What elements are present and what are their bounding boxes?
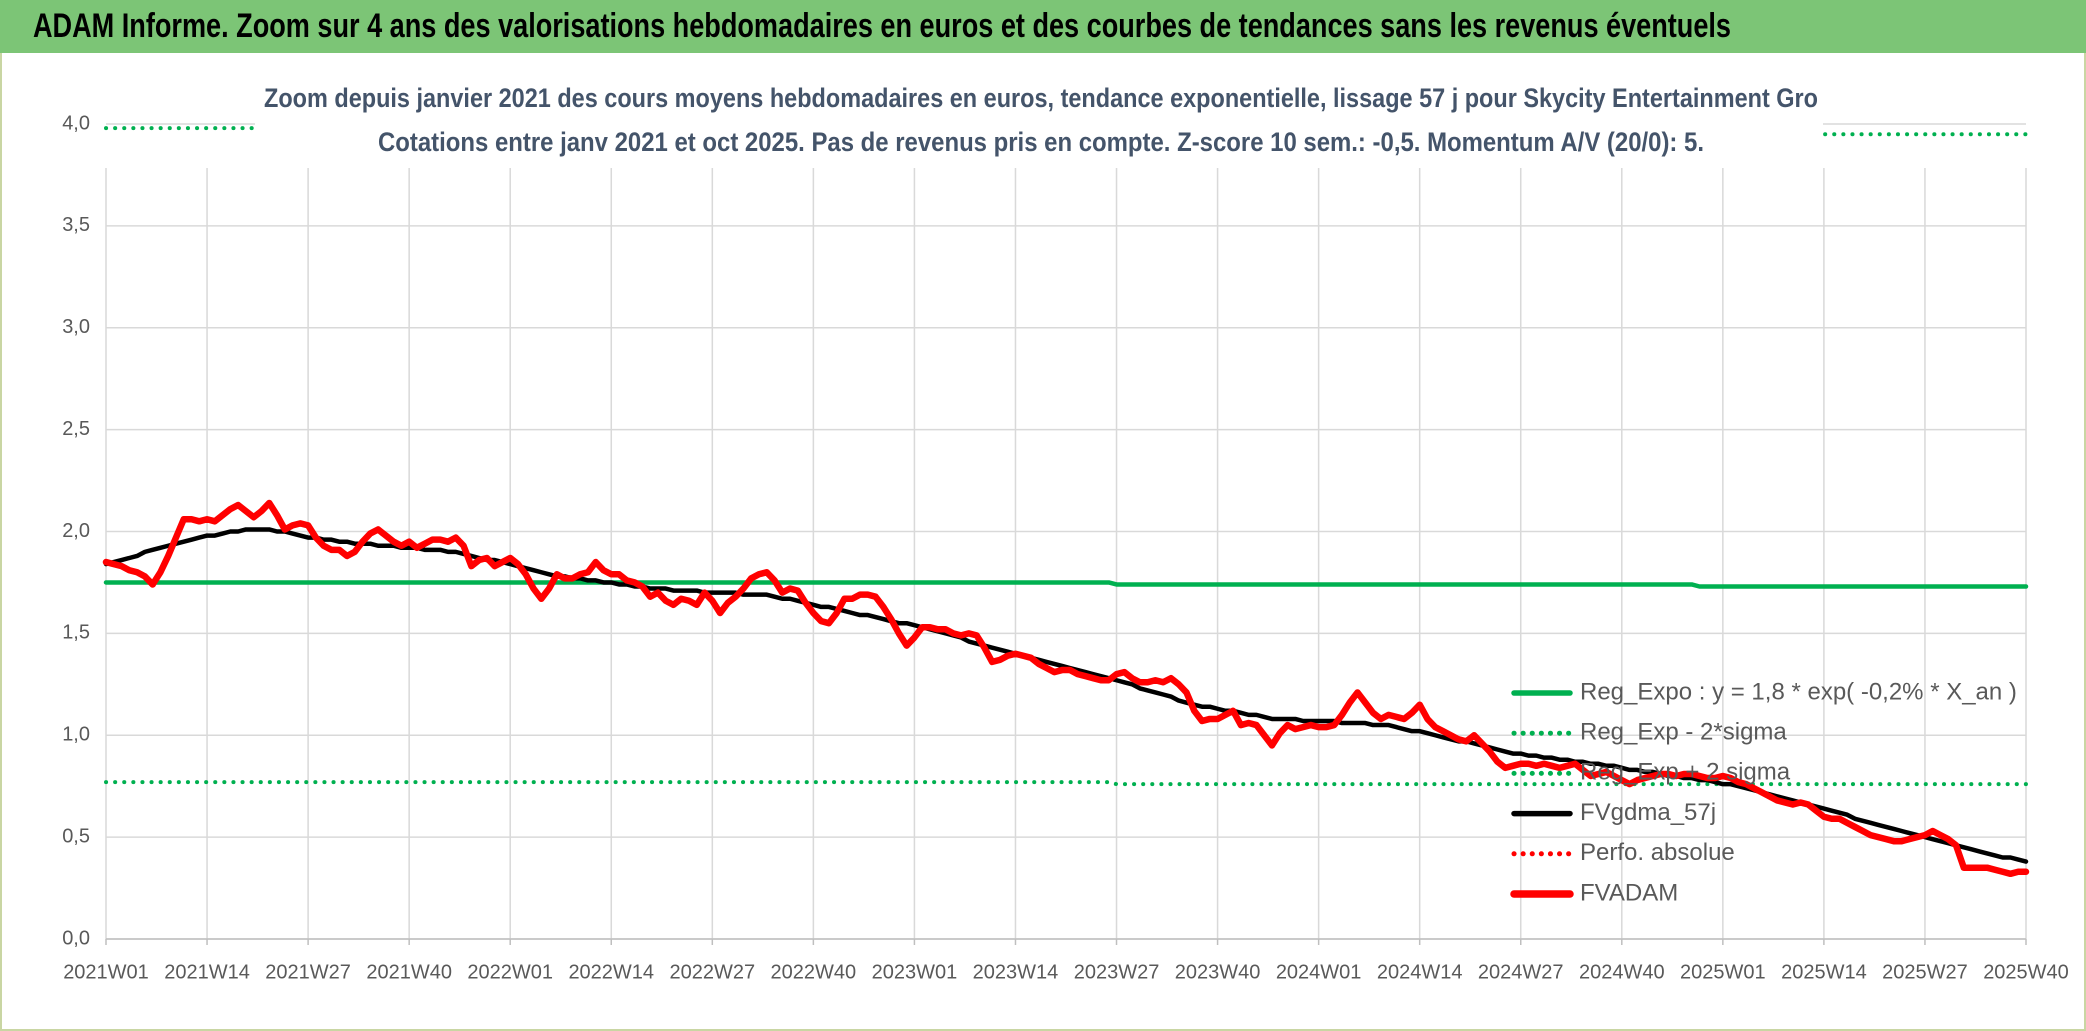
x-tick-label: 2021W01: [63, 961, 149, 983]
y-tick-label: 3,5: [62, 214, 90, 236]
y-tick-label: 2,5: [62, 418, 90, 440]
legend-label: FVADAM: [1580, 879, 1678, 906]
x-tick-label: 2023W01: [872, 961, 958, 983]
x-tick-label: 2023W14: [973, 961, 1059, 983]
x-tick-label: 2024W01: [1276, 961, 1362, 983]
y-tick-label: 1,5: [62, 622, 90, 644]
x-tick-label: 2025W40: [1983, 961, 2069, 983]
x-tick-label: 2025W14: [1781, 961, 1867, 983]
x-tick-label: 2022W27: [670, 961, 756, 983]
legend-label: Reg_Exp - 2*sigma: [1580, 719, 1787, 746]
x-tick-label: 2025W27: [1882, 961, 1968, 983]
subtitle-box: [255, 80, 1823, 166]
legend-label: Perfo. absolue: [1580, 839, 1735, 866]
y-tick-label: 2,0: [62, 520, 90, 542]
series-line: [104, 780, 2028, 787]
chart-title: ADAM Informe. Zoom sur 4 ans des valoris…: [33, 7, 1731, 45]
header-bar: [0, 0, 2086, 53]
subtitle: Cotations entre janv 2021 et oct 2025. P…: [378, 127, 1704, 157]
x-tick-label: 2025W01: [1680, 961, 1766, 983]
x-tick-label: 2021W40: [366, 961, 452, 983]
legend-label: FVgdma_57j: [1580, 799, 1716, 826]
y-tick-label: 1,0: [62, 724, 90, 746]
x-tick-label: 2022W01: [467, 961, 553, 983]
x-tick-label: 2022W40: [771, 961, 857, 983]
legend-label: Reg_Exp + 2 sigma: [1580, 759, 1791, 786]
y-tick-label: 3,0: [62, 316, 90, 338]
y-tick-label: 0,5: [62, 825, 90, 847]
overlay: Zoom depuis janvier 2021 des cours moyen…: [255, 80, 1823, 166]
x-tick-label: 2024W40: [1579, 961, 1665, 983]
subtitle: Zoom depuis janvier 2021 des cours moyen…: [264, 83, 1818, 113]
x-tick-label: 2023W40: [1175, 961, 1261, 983]
x-tick-label: 2024W14: [1377, 961, 1463, 983]
x-tick-label: 2021W27: [265, 961, 351, 983]
plot-area: 0,0 0,5 1,0 1,5 2,0 2,5 3,0 3,5 4,0 2021W01 2021W1…: [62, 112, 2069, 983]
series-line: [102, 499, 2030, 878]
x-tick-label: 2021W14: [164, 961, 250, 983]
legend: Reg_Expo : y = 1,8 * exp( -0,2% * X_an )…: [1510, 678, 2017, 906]
x-tick-label: 2024W27: [1478, 961, 1564, 983]
x-tick-label: 2022W14: [568, 961, 654, 983]
y-tick-label: 0,0: [62, 927, 90, 949]
x-tick-label: 2023W27: [1074, 961, 1160, 983]
y-tick-label: 4,0: [62, 112, 90, 134]
legend-label: Reg_Expo : y = 1,8 * exp( -0,2% * X_an ): [1580, 678, 2017, 705]
series-line: [103, 580, 2029, 589]
